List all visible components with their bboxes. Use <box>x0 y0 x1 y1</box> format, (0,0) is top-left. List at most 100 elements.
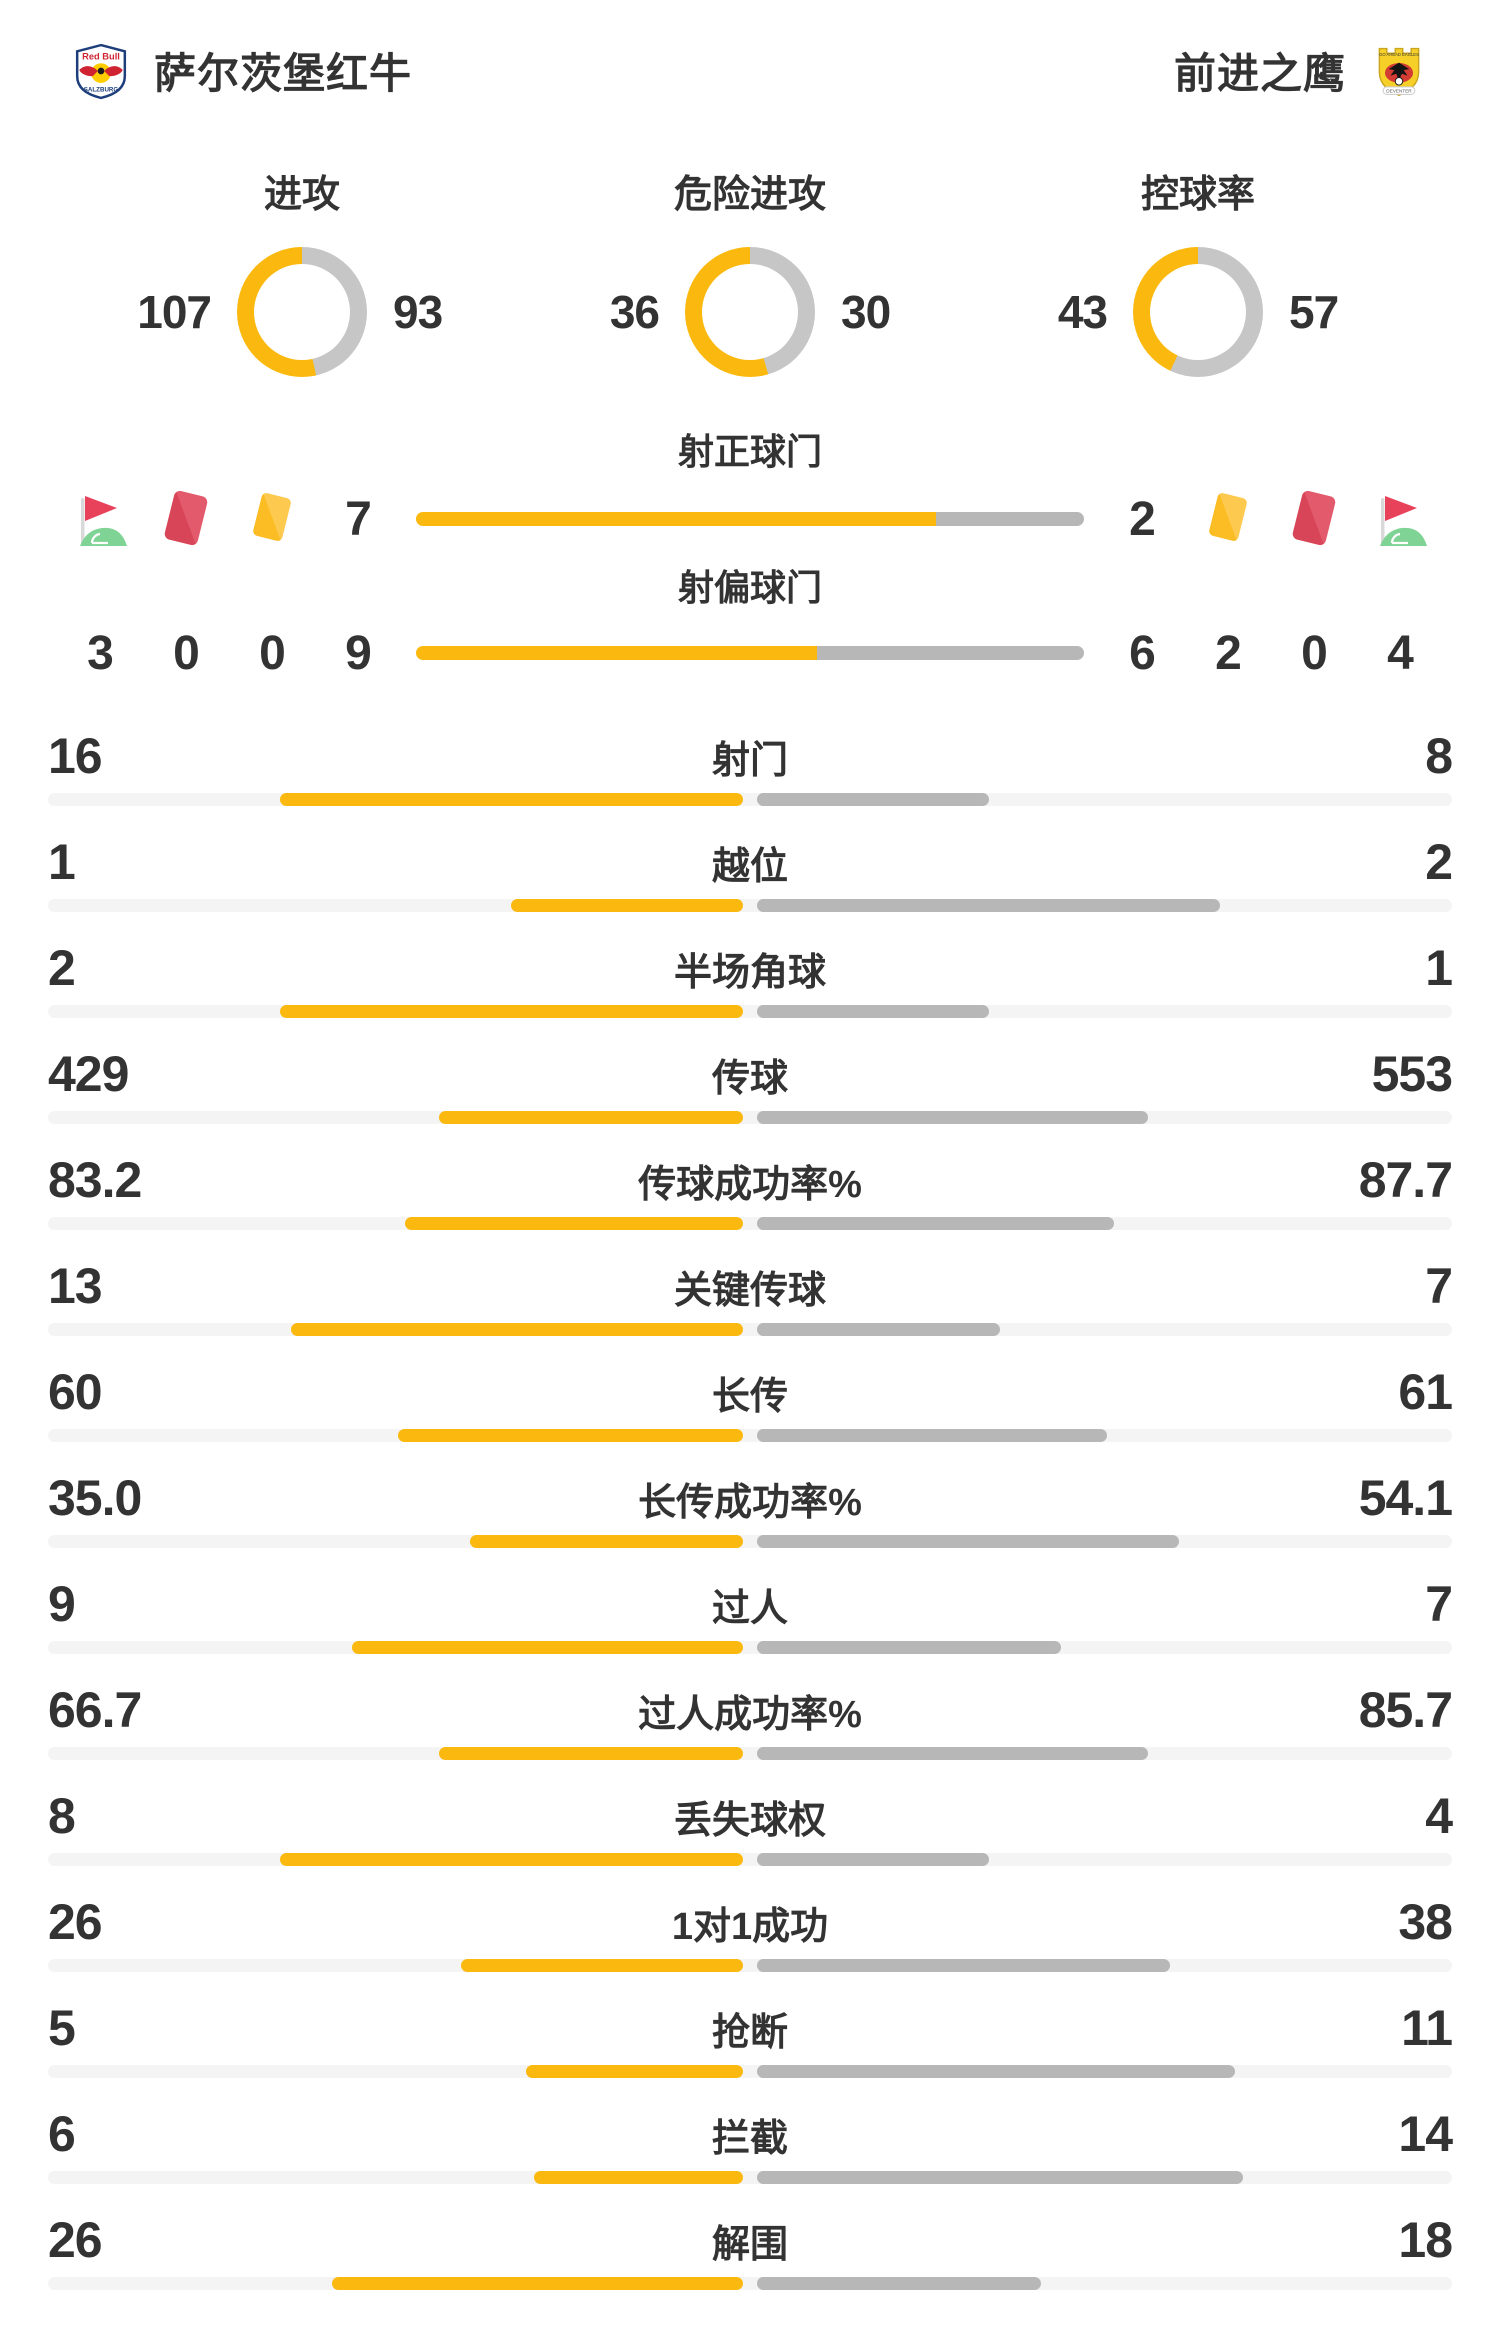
away-yellow-card-icon <box>1200 485 1256 553</box>
stat-track <box>48 1429 1452 1442</box>
stat-track <box>48 1005 1452 1018</box>
stat-row: 26 1对1成功 38 <box>0 1895 1500 2001</box>
stat-bar-home-segment <box>398 1429 743 1442</box>
stat-row: 1 越位 2 <box>0 835 1500 941</box>
stat-row: 60 长传 61 <box>0 1365 1500 1471</box>
away-team-name: 前进之鹰 <box>1173 50 1346 97</box>
away-team-logo: GO AHEAD EAGLES DEVENTER <box>1378 47 1420 96</box>
stat-home-value: 6 <box>48 2106 76 2162</box>
stat-bar-home-segment <box>405 1217 743 1230</box>
stat-row: 35.0 长传成功率% 54.1 <box>0 1471 1500 1577</box>
stat-track <box>48 2171 1452 2184</box>
donut-title: 控球率 <box>1140 174 1255 216</box>
stat-row: 8 丢失球权 4 <box>0 1789 1500 1895</box>
stat-bar-away-segment <box>757 1429 1107 1442</box>
donut-away-value: 57 <box>1289 286 1339 338</box>
stat-home-value: 83.2 <box>48 1152 142 1208</box>
svg-text:SALZBURG: SALZBURG <box>84 86 119 93</box>
stat-away-value: 61 <box>1398 1364 1453 1420</box>
shots-on-away-value: 2 <box>1129 492 1156 546</box>
stat-row: 6 拦截 14 <box>0 2107 1500 2213</box>
stat-home-value: 35.0 <box>48 1470 142 1526</box>
stat-home-value: 1 <box>48 834 76 890</box>
stat-label: 抢断 <box>712 2012 789 2054</box>
stat-home-value: 26 <box>48 1894 103 1950</box>
away-red-cards-count: 0 <box>1301 626 1328 680</box>
stat-away-value: 1 <box>1425 940 1453 996</box>
stat-bar-away-segment <box>757 1853 989 1866</box>
stats-list: 16 射门 8 1 越位 2 2 半场角球 1 429 传 <box>0 729 1500 2319</box>
stat-label: 长传成功率% <box>638 1482 862 1524</box>
stat-row: 9 过人 7 <box>0 1577 1500 1683</box>
stat-away-value: 11 <box>1401 2000 1453 2056</box>
stat-label: 半场角球 <box>674 952 827 994</box>
stat-row: 13 关键传球 7 <box>0 1259 1500 1365</box>
stat-bar-home-segment <box>470 1535 743 1548</box>
stat-bar-away-segment <box>757 1959 1170 1972</box>
stat-bar-home-segment <box>352 1641 743 1654</box>
stat-bar-away-segment <box>757 1641 1061 1654</box>
home-yellow-cards-count: 0 <box>259 626 286 680</box>
away-red-card-icon <box>1286 485 1342 553</box>
stat-row: 83.2 传球成功率% 87.7 <box>0 1153 1500 1259</box>
stat-bar-away-segment <box>757 793 989 806</box>
stat-away-value: 7 <box>1425 1576 1453 1632</box>
stat-row: 429 传球 553 <box>0 1047 1500 1153</box>
stat-bar-home-segment <box>526 2065 743 2078</box>
stat-label: 拦截 <box>712 2118 789 2160</box>
shots-off-target-bar <box>416 646 1084 660</box>
stat-bar-away-segment <box>757 1111 1148 1124</box>
donut-away-value: 30 <box>841 286 891 338</box>
home-team: Red Bull SALZBURG 萨尔茨堡红牛 <box>72 40 412 101</box>
stat-bar-home-segment <box>511 899 743 912</box>
shots-on-target-row: 7 2 <box>0 485 1500 549</box>
stat-away-value: 14 <box>1398 2106 1453 2162</box>
donut-chart-attacks <box>237 247 367 377</box>
shots-off-home-value: 9 <box>345 626 372 680</box>
stat-home-value: 66.7 <box>48 1682 142 1738</box>
away-corners-count: 4 <box>1387 626 1414 680</box>
shots-off-target-label: 射偏球门 <box>677 567 822 608</box>
stat-label: 解围 <box>712 2224 789 2266</box>
stat-away-value: 85.7 <box>1358 1682 1453 1738</box>
stat-track <box>48 793 1452 806</box>
stat-bar-home-segment <box>332 2277 743 2290</box>
donut-chart-dangerous-attacks <box>685 247 815 377</box>
stat-bar-home-segment <box>461 1959 743 1972</box>
stat-label: 丢失球权 <box>674 1800 827 1842</box>
stat-home-value: 9 <box>48 1576 76 1632</box>
stat-track <box>48 1323 1452 1336</box>
stat-track <box>48 2277 1452 2290</box>
stat-row: 5 抢断 11 <box>0 2001 1500 2107</box>
shots-on-target-label: 射正球门 <box>677 431 822 472</box>
stat-bar-home-segment <box>280 1005 743 1018</box>
stat-bar-home-segment <box>280 793 743 806</box>
stat-label: 传球成功率% <box>638 1164 862 1206</box>
donut-home-value: 36 <box>609 286 660 338</box>
donut-home-value: 107 <box>137 286 212 338</box>
shots-off-away-value: 6 <box>1129 626 1156 680</box>
home-yellow-card-icon <box>244 485 300 553</box>
stat-bar-home-segment <box>439 1747 743 1760</box>
stat-away-value: 18 <box>1398 2212 1453 2268</box>
stat-bar-home-segment <box>439 1111 743 1124</box>
away-corner-flag-icon <box>1372 488 1428 550</box>
stat-track <box>48 1535 1452 1548</box>
stat-bar-away-segment <box>757 1747 1148 1760</box>
stat-bar-away-segment <box>757 899 1220 912</box>
bar-home-segment <box>416 512 936 526</box>
stat-label: 1对1成功 <box>671 1906 829 1948</box>
home-red-card-icon <box>158 485 214 553</box>
stat-home-value: 26 <box>48 2212 103 2268</box>
stat-home-value: 60 <box>48 1364 103 1420</box>
stat-track <box>48 1641 1452 1654</box>
stat-away-value: 38 <box>1398 1894 1453 1950</box>
home-corners-count: 3 <box>87 626 114 680</box>
stat-label: 长传 <box>712 1376 789 1418</box>
stat-bar-away-segment <box>757 1535 1179 1548</box>
stat-away-value: 2 <box>1425 834 1453 890</box>
stat-row: 66.7 过人成功率% 85.7 <box>0 1683 1500 1789</box>
donut-block-possession: 控球率 43 57 <box>974 173 1422 377</box>
stat-bar-home-segment <box>534 2171 743 2184</box>
stat-track <box>48 2065 1452 2078</box>
